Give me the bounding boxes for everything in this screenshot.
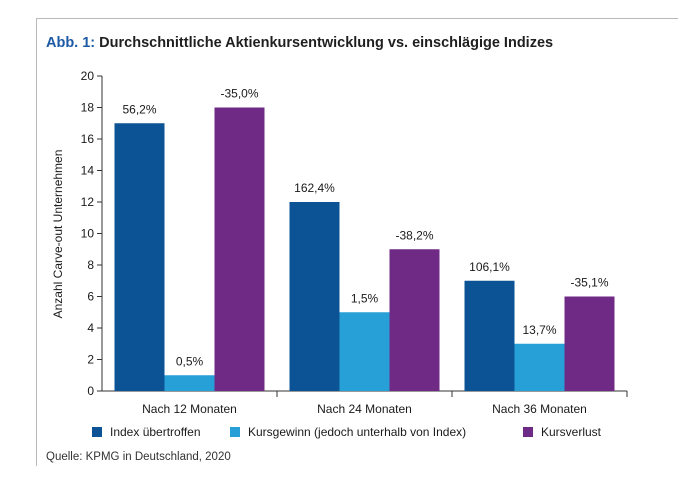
legend-swatch: [523, 427, 533, 437]
y-tick-label: 18: [81, 101, 95, 115]
y-tick-label: 16: [81, 132, 95, 146]
data-label: 0,5%: [176, 354, 204, 368]
legend-label: Kursgewinn (jedoch unterhalb von Index): [248, 425, 466, 439]
legend-swatch: [230, 427, 240, 437]
bar: [289, 202, 340, 391]
source-note: Quelle: KPMG in Deutschland, 2020: [46, 451, 231, 463]
bar: [464, 280, 515, 391]
y-tick-label: 4: [87, 321, 94, 335]
data-label: 13,7%: [522, 323, 556, 337]
legend-label: Kursverlust: [541, 425, 602, 439]
data-label: 162,4%: [294, 181, 335, 195]
y-tick-label: 20: [81, 69, 95, 83]
x-tick-label: Nach 24 Monaten: [317, 402, 412, 416]
y-tick-label: 12: [81, 195, 95, 209]
data-label: 1,5%: [351, 291, 379, 305]
bar: [514, 343, 565, 391]
y-tick-label: 10: [81, 227, 95, 241]
y-tick-label: 14: [81, 164, 95, 178]
y-tick-label: 2: [87, 353, 94, 367]
bar: [164, 375, 215, 391]
chart-title: Abb. 1: Durchschnittliche Aktienkursentw…: [46, 35, 553, 51]
legend-label: Index übertroffen: [110, 425, 201, 439]
data-label: 56,2%: [122, 102, 156, 116]
bar: [564, 296, 615, 391]
data-label: -38,2%: [395, 228, 433, 242]
x-tick-label: Nach 36 Monaten: [492, 402, 587, 416]
data-label: -35,0%: [220, 87, 258, 101]
figure-number: Abb. 1:: [46, 35, 96, 51]
bar: [114, 123, 165, 391]
data-label: 106,1%: [469, 260, 510, 274]
bar: [214, 107, 265, 391]
chart-frame: [36, 18, 678, 466]
legend-swatch: [92, 427, 102, 437]
y-tick-label: 0: [87, 384, 94, 398]
chart-title-text: Durchschnittliche Aktienkursentwicklung …: [99, 35, 554, 51]
x-tick-label: Nach 12 Monaten: [142, 402, 237, 416]
bar: [389, 249, 440, 391]
y-axis-label: Anzahl Carve-out Unternehmen: [51, 150, 65, 319]
y-tick-label: 8: [87, 258, 94, 272]
y-tick-label: 6: [87, 290, 94, 304]
bar: [339, 312, 390, 391]
data-label: -35,1%: [570, 276, 608, 290]
